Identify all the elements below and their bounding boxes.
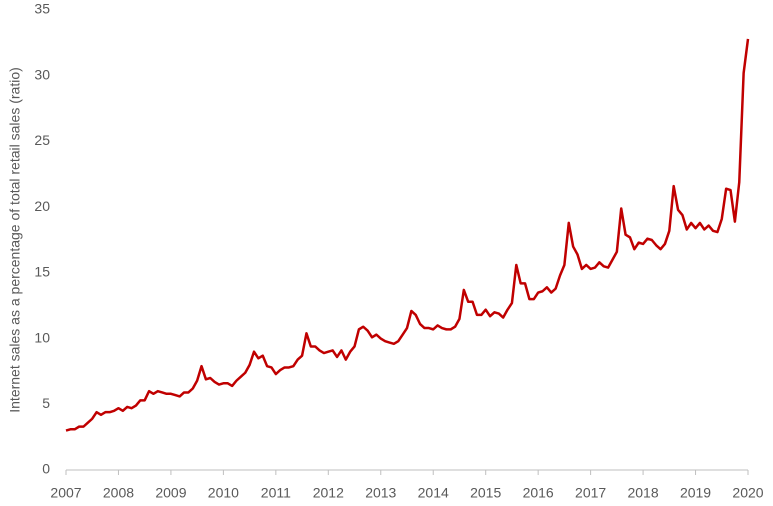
x-tick-label: 2009	[155, 485, 186, 501]
x-tick-label: 2008	[103, 485, 134, 501]
y-tick-label: 0	[42, 461, 50, 477]
y-tick-label: 10	[34, 329, 50, 345]
x-tick-label: 2018	[627, 485, 658, 501]
y-tick-label: 25	[34, 132, 50, 148]
x-tick-label: 2017	[575, 485, 606, 501]
y-tick-label: 15	[34, 264, 50, 280]
x-tick-label: 2013	[365, 485, 396, 501]
y-tick-label: 5	[42, 395, 50, 411]
y-tick-label: 30	[34, 66, 50, 82]
x-tick-label: 2011	[261, 485, 291, 501]
x-tick-label: 2015	[470, 485, 501, 501]
x-tick-label: 2012	[313, 485, 344, 501]
x-tick-label: 2019	[680, 485, 711, 501]
data-line	[65, 38, 750, 432]
y-axis-title: Internet sales as a percentage of total …	[7, 67, 23, 413]
y-tick-label: 35	[34, 1, 50, 17]
x-tick-label: 2020	[732, 485, 763, 501]
y-tick-label: 20	[34, 198, 50, 214]
x-tick-label: 2016	[523, 485, 554, 501]
x-tick-label: 2010	[208, 485, 239, 501]
x-tick-label: 2014	[418, 485, 449, 501]
x-tick-label: 2007	[50, 485, 81, 501]
